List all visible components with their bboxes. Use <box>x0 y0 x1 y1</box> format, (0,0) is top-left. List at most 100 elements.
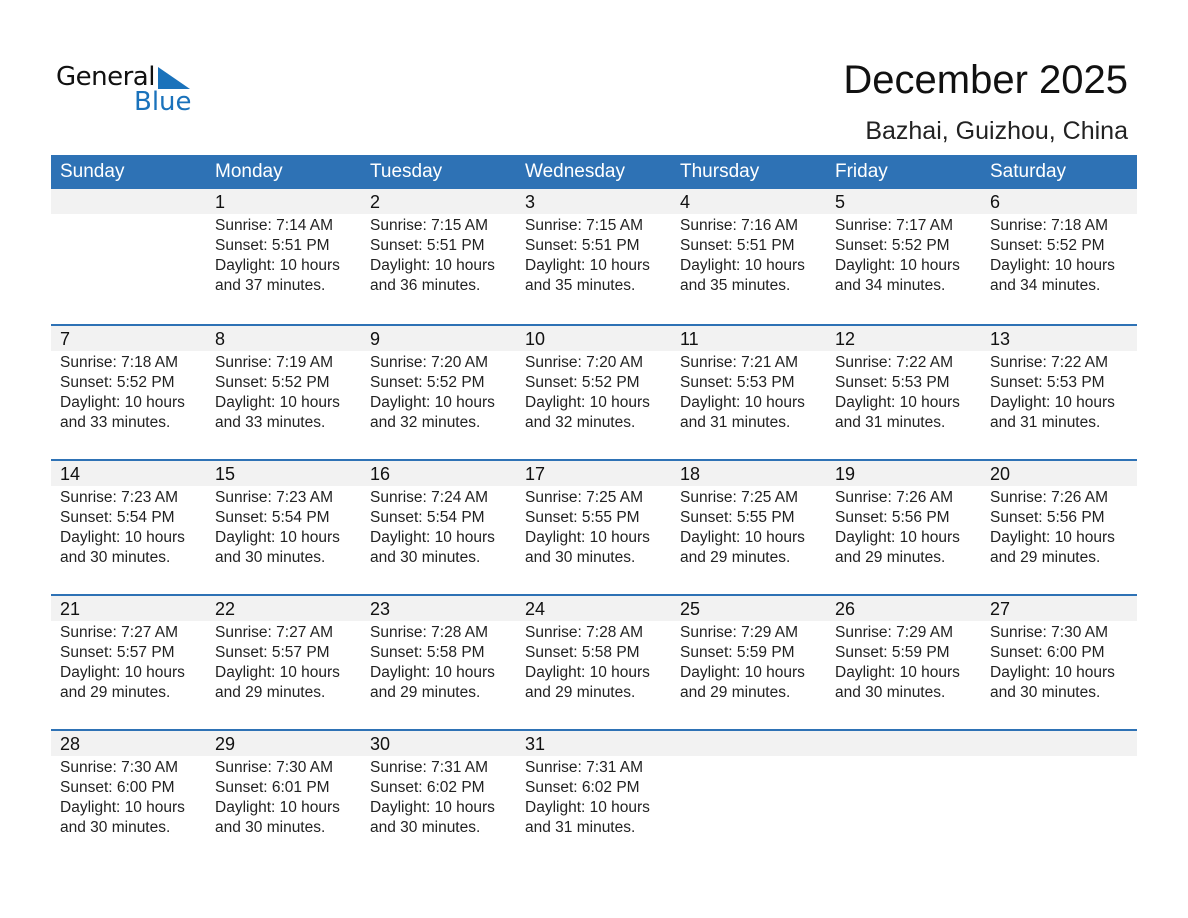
day-number: 15 <box>215 464 236 484</box>
weekday-monday: Monday <box>215 161 283 182</box>
sunrise-text: Sunrise: 7:16 AM <box>680 217 799 234</box>
daylight-text: Daylight: 10 hours <box>990 394 1115 411</box>
empty-cell <box>981 731 1136 838</box>
day-number: 11 <box>680 329 699 349</box>
daylight-minutes-text: and 29 minutes. <box>215 684 326 701</box>
day-cell: 14 Sunrise: 7:23 AM Sunset: 5:54 PM Dayligh… <box>51 461 206 568</box>
daylight-minutes-text: and 31 minutes. <box>680 414 791 431</box>
sunset-text: Sunset: 5:59 PM <box>835 644 950 661</box>
day-number: 8 <box>215 329 226 349</box>
daylight-minutes-text: and 29 minutes. <box>680 549 791 566</box>
logo-triangle-icon <box>158 67 190 89</box>
daylight-text: Daylight: 10 hours <box>525 257 650 274</box>
sunset-text: Sunset: 5:54 PM <box>215 509 330 526</box>
sunset-text: Sunset: 6:02 PM <box>370 779 485 796</box>
date-band <box>51 189 1137 214</box>
sunset-text: Sunset: 5:51 PM <box>215 237 330 254</box>
sunset-text: Sunset: 5:55 PM <box>680 509 795 526</box>
sunset-text: Sunset: 5:57 PM <box>215 644 330 661</box>
daylight-text: Daylight: 10 hours <box>215 257 340 274</box>
sunrise-text: Sunrise: 7:30 AM <box>990 624 1109 641</box>
sunrise-text: Sunrise: 7:18 AM <box>60 354 179 371</box>
day-number: 14 <box>60 464 81 484</box>
week-cells: 7 Sunrise: 7:18 AM Sunset: 5:52 PM Daylight… <box>51 326 1136 433</box>
daylight-text: Daylight: 10 hours <box>680 664 805 681</box>
daylight-minutes-text: and 37 minutes. <box>215 277 326 294</box>
daylight-minutes-text: and 35 minutes. <box>525 277 636 294</box>
day-number: 19 <box>835 464 856 484</box>
sunset-text: Sunset: 5:58 PM <box>370 644 485 661</box>
sunset-text: Sunset: 5:52 PM <box>215 374 330 391</box>
daylight-text: Daylight: 10 hours <box>835 257 960 274</box>
sunrise-text: Sunrise: 7:23 AM <box>215 489 334 506</box>
week-row: 14 Sunrise: 7:23 AM Sunset: 5:54 PM Dayligh… <box>51 459 1137 594</box>
day-cell: 9 Sunrise: 7:20 AM Sunset: 5:52 PM Daylight… <box>361 326 516 433</box>
daylight-text: Daylight: 10 hours <box>60 394 185 411</box>
sunrise-text: Sunrise: 7:18 AM <box>990 217 1109 234</box>
daylight-text: Daylight: 10 hours <box>990 257 1115 274</box>
day-number: 22 <box>215 599 236 619</box>
day-number: 28 <box>60 734 81 754</box>
daylight-minutes-text: and 30 minutes. <box>60 819 171 836</box>
daylight-text: Daylight: 10 hours <box>370 664 495 681</box>
sunrise-text: Sunrise: 7:15 AM <box>370 217 489 234</box>
daylight-minutes-text: and 30 minutes. <box>990 684 1101 701</box>
week-cells: 14 Sunrise: 7:23 AM Sunset: 5:54 PM Dayligh… <box>51 461 1136 568</box>
date-band <box>51 326 1137 351</box>
week-row: 7 Sunrise: 7:18 AM Sunset: 5:52 PM Daylight… <box>51 324 1137 459</box>
sunset-text: Sunset: 5:52 PM <box>525 374 640 391</box>
daylight-text: Daylight: 10 hours <box>680 529 805 546</box>
day-cell: 7 Sunrise: 7:18 AM Sunset: 5:52 PM Daylight… <box>51 326 206 433</box>
day-number: 29 <box>215 734 236 754</box>
sunrise-text: Sunrise: 7:22 AM <box>990 354 1109 371</box>
sunset-text: Sunset: 5:54 PM <box>370 509 485 526</box>
sunset-text: Sunset: 5:56 PM <box>835 509 950 526</box>
logo-word-blue: Blue <box>134 87 192 117</box>
week-cells: 28 Sunrise: 7:30 AM Sunset: 6:00 PM Dayligh… <box>51 731 1136 838</box>
day-number: 31 <box>525 734 546 754</box>
daylight-minutes-text: and 31 minutes. <box>835 414 946 431</box>
daylight-minutes-text: and 33 minutes. <box>215 414 326 431</box>
day-cell: 6 Sunrise: 7:18 AM Sunset: 5:52 PM Daylight… <box>981 189 1136 296</box>
day-cell: 22 Sunrise: 7:27 AM Sunset: 5:57 PM Dayligh… <box>206 596 361 703</box>
date-band <box>51 731 1137 756</box>
daylight-minutes-text: and 29 minutes. <box>680 684 791 701</box>
day-cell: 4 Sunrise: 7:16 AM Sunset: 5:51 PM Daylight… <box>671 189 826 296</box>
sunset-text: Sunset: 6:00 PM <box>60 779 175 796</box>
day-cell: 3 Sunrise: 7:15 AM Sunset: 5:51 PM Daylight… <box>516 189 671 296</box>
day-number: 16 <box>370 464 391 484</box>
day-number: 20 <box>990 464 1011 484</box>
sunset-text: Sunset: 5:58 PM <box>525 644 640 661</box>
day-number: 6 <box>990 192 1001 212</box>
daylight-minutes-text: and 29 minutes. <box>835 549 946 566</box>
sunset-text: Sunset: 5:54 PM <box>60 509 175 526</box>
daylight-minutes-text: and 35 minutes. <box>680 277 791 294</box>
day-cell: 12 Sunrise: 7:22 AM Sunset: 5:53 PM Dayligh… <box>826 326 981 433</box>
weekday-friday: Friday <box>835 161 888 182</box>
date-band <box>51 596 1137 621</box>
day-cell: 28 Sunrise: 7:30 AM Sunset: 6:00 PM Dayligh… <box>51 731 206 838</box>
weekday-tuesday: Tuesday <box>370 161 443 182</box>
week-row: 28 Sunrise: 7:30 AM Sunset: 6:00 PM Dayligh… <box>51 729 1137 864</box>
sunset-text: Sunset: 6:00 PM <box>990 644 1105 661</box>
daylight-minutes-text: and 32 minutes. <box>370 414 481 431</box>
weekday-thursday: Thursday <box>680 161 760 182</box>
daylight-text: Daylight: 10 hours <box>525 394 650 411</box>
sunset-text: Sunset: 5:53 PM <box>990 374 1105 391</box>
sunrise-text: Sunrise: 7:26 AM <box>990 489 1109 506</box>
day-cell: 29 Sunrise: 7:30 AM Sunset: 6:01 PM Dayligh… <box>206 731 361 838</box>
calendar-grid: Sunday Monday Tuesday Wednesday Thursday Frid… <box>51 155 1137 864</box>
day-number: 18 <box>680 464 701 484</box>
day-number: 4 <box>680 192 691 212</box>
day-number: 2 <box>370 192 381 212</box>
day-cell: 17 Sunrise: 7:25 AM Sunset: 5:55 PM Dayligh… <box>516 461 671 568</box>
sunrise-text: Sunrise: 7:21 AM <box>680 354 799 371</box>
sunset-text: Sunset: 5:51 PM <box>525 237 640 254</box>
daylight-text: Daylight: 10 hours <box>60 529 185 546</box>
sunrise-text: Sunrise: 7:20 AM <box>525 354 644 371</box>
daylight-minutes-text: and 31 minutes. <box>990 414 1101 431</box>
sunrise-text: Sunrise: 7:28 AM <box>370 624 489 641</box>
day-cell: 26 Sunrise: 7:29 AM Sunset: 5:59 PM Dayligh… <box>826 596 981 703</box>
day-cell: 10 Sunrise: 7:20 AM Sunset: 5:52 PM Dayligh… <box>516 326 671 433</box>
day-cell: 15 Sunrise: 7:23 AM Sunset: 5:54 PM Dayligh… <box>206 461 361 568</box>
